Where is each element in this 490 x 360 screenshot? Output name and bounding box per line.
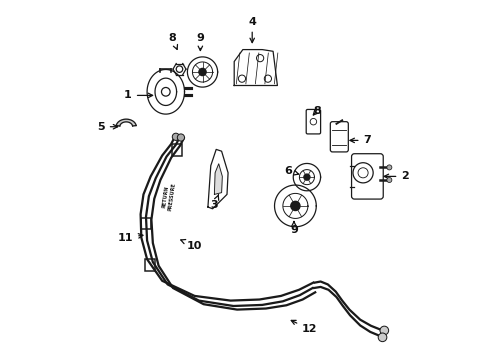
Circle shape [172, 133, 179, 140]
Text: 12: 12 [291, 320, 318, 334]
Text: 7: 7 [350, 135, 371, 145]
Polygon shape [208, 149, 228, 209]
Text: 11: 11 [118, 233, 143, 243]
Text: 3: 3 [211, 195, 219, 210]
Circle shape [199, 68, 206, 76]
Circle shape [177, 134, 185, 141]
Text: 10: 10 [181, 239, 202, 251]
Circle shape [291, 201, 300, 211]
Text: 2: 2 [384, 171, 409, 181]
Circle shape [378, 333, 387, 342]
Polygon shape [215, 164, 222, 194]
Text: RETURN: RETURN [161, 185, 169, 208]
Text: 4: 4 [248, 17, 256, 42]
Circle shape [387, 177, 392, 183]
Circle shape [304, 174, 310, 180]
Text: 9: 9 [290, 221, 298, 235]
Text: 9: 9 [196, 33, 204, 50]
Text: 8: 8 [169, 33, 177, 49]
Circle shape [380, 326, 389, 335]
Text: 5: 5 [97, 122, 118, 132]
Polygon shape [116, 119, 136, 126]
Text: 1: 1 [124, 90, 152, 100]
Text: 6: 6 [284, 166, 298, 176]
Text: PRESSURE: PRESSURE [167, 183, 176, 212]
Circle shape [387, 165, 392, 170]
Polygon shape [234, 50, 277, 85]
Text: 8: 8 [313, 106, 321, 116]
